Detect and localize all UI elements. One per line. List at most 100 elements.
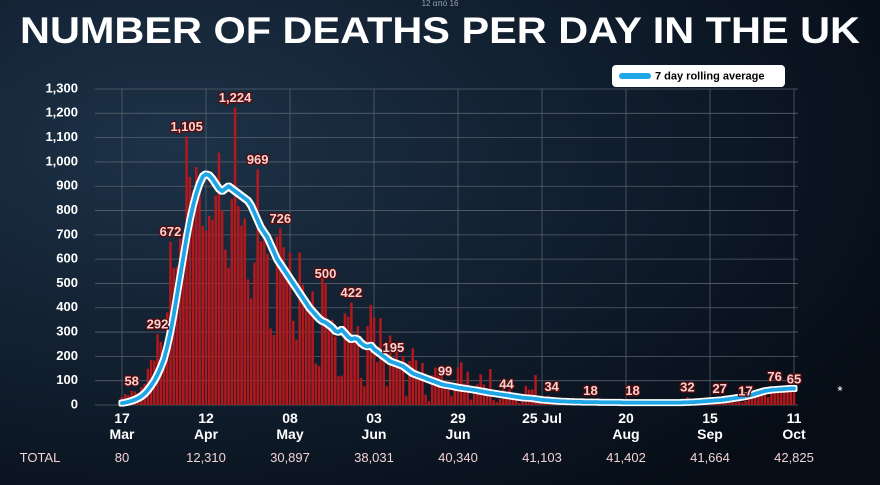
bar — [447, 380, 450, 405]
bar — [375, 362, 379, 405]
bar — [195, 166, 198, 405]
rolling-average-line — [120, 172, 796, 406]
bar — [275, 236, 279, 405]
y-tick-label: 900 — [56, 178, 78, 193]
bar — [786, 385, 789, 405]
bar — [518, 403, 521, 405]
total-value: 41,402 — [606, 450, 646, 465]
bar — [605, 404, 608, 405]
bar — [295, 339, 298, 405]
bar — [324, 283, 327, 405]
y-tick-label: 400 — [56, 299, 78, 314]
bar — [308, 311, 311, 405]
bar — [498, 398, 502, 405]
bar — [211, 220, 214, 405]
bar — [253, 262, 256, 405]
bar — [288, 252, 292, 405]
x-tick-label: 25 Jul — [522, 410, 562, 426]
value-label: 1,224 — [219, 90, 252, 105]
total-value: 41,664 — [690, 450, 730, 465]
legend-box — [612, 65, 785, 87]
total-value: 12,310 — [186, 450, 226, 465]
bar — [556, 402, 560, 405]
x-tick-label: 29 Jun — [445, 410, 471, 442]
bar — [298, 252, 301, 405]
bar — [214, 195, 217, 405]
bar — [233, 107, 237, 405]
bar — [372, 317, 376, 405]
y-tick-label: 300 — [56, 324, 78, 339]
y-tick-label: 500 — [56, 275, 78, 290]
bar — [120, 396, 124, 405]
bar — [327, 322, 331, 405]
total-value: 30,897 — [270, 450, 310, 465]
bar — [311, 291, 314, 405]
bar — [721, 400, 725, 405]
bar — [482, 384, 486, 405]
value-label: 1,105 — [170, 119, 203, 134]
bar — [388, 335, 392, 405]
total-value: 80 — [114, 450, 130, 465]
bar — [395, 345, 398, 405]
y-tick-label: 1,200 — [45, 105, 78, 120]
value-label: 672 — [160, 224, 182, 239]
bar — [524, 385, 528, 405]
bar — [356, 326, 360, 405]
bar — [279, 228, 282, 405]
bar — [178, 238, 182, 405]
bar — [256, 169, 259, 405]
bar — [350, 302, 353, 405]
value-label: 65 — [787, 372, 801, 387]
bar — [427, 401, 431, 405]
bar — [711, 402, 715, 405]
bar — [783, 386, 786, 405]
total-label: TOTAL — [19, 450, 61, 465]
bar — [175, 266, 179, 405]
bar — [191, 190, 195, 405]
value-label: 76 — [767, 369, 781, 384]
bar — [285, 273, 289, 405]
bar — [408, 361, 411, 405]
bar — [469, 399, 473, 405]
bar — [156, 334, 159, 405]
bar — [262, 225, 266, 405]
bar — [770, 390, 773, 405]
value-label: 18 — [583, 383, 597, 398]
bar — [437, 372, 440, 405]
bar — [766, 396, 770, 405]
value-label: 18 — [625, 383, 639, 398]
value-label: 27 — [712, 381, 726, 396]
value-label: 99 — [438, 363, 452, 378]
bar — [321, 272, 324, 405]
value-label: 34 — [544, 379, 559, 394]
bar — [401, 355, 405, 405]
y-tick-label: 600 — [56, 251, 78, 266]
bar — [224, 249, 227, 405]
bar — [715, 403, 718, 405]
bar — [792, 389, 796, 405]
x-tick-label: 20 Aug — [612, 410, 640, 442]
bar — [421, 362, 424, 405]
bar — [207, 215, 211, 405]
bar — [789, 390, 793, 405]
bar — [392, 357, 395, 405]
bar — [366, 326, 369, 405]
bar — [230, 199, 234, 405]
bar — [537, 401, 541, 405]
bar — [741, 402, 744, 405]
bar — [476, 384, 479, 405]
value-label: 422 — [341, 285, 363, 300]
bar — [259, 241, 263, 405]
bar — [165, 312, 169, 405]
bar — [434, 367, 437, 405]
bar — [123, 394, 127, 405]
bar — [443, 380, 447, 405]
chart-title: NUMBER OF DEATHS PER DAY IN THE UK — [20, 10, 860, 51]
x-tick-label: 15 Sep — [697, 410, 723, 442]
bar — [201, 225, 205, 405]
bar — [369, 304, 373, 405]
bar — [417, 372, 421, 405]
bar — [398, 368, 402, 405]
bar — [511, 395, 515, 405]
bar — [333, 336, 337, 405]
